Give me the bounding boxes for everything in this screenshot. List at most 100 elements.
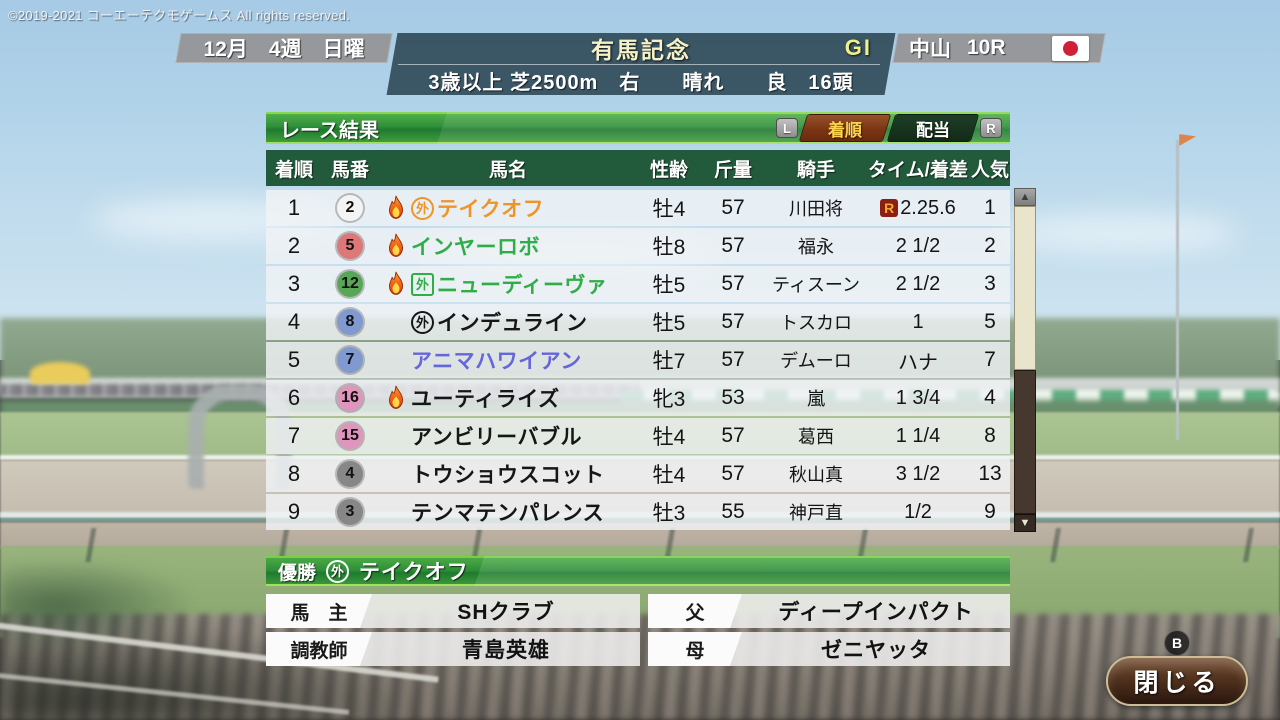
winner-info-label: 母 bbox=[648, 632, 742, 666]
left-bumper-button[interactable]: L bbox=[776, 118, 798, 138]
result-row[interactable]: 6 16 ユーティライズ 牝3 53 嵐 1 3/4 4 bbox=[266, 380, 1010, 416]
date-bar: 12月 4週 日曜 bbox=[175, 33, 393, 63]
time-or-margin: 2 1/2 bbox=[895, 272, 941, 295]
horse-name-cell: アニマハワイアン bbox=[378, 345, 638, 375]
sex-age: 牡4 bbox=[652, 426, 686, 449]
finish-position: 5 bbox=[287, 347, 301, 372]
horse-name: インデュライン bbox=[437, 312, 588, 335]
scroll-up-button[interactable]: ▲ bbox=[1014, 188, 1036, 206]
race-info-bar: 有馬記念 GI 3歳以上 芝2500m 右 晴れ 良 16頭 bbox=[386, 33, 896, 95]
scrollbar-track[interactable] bbox=[1014, 370, 1036, 514]
foreign-horse-marker-icon: 外 bbox=[411, 272, 434, 296]
carried-weight: 57 bbox=[721, 348, 745, 371]
time-or-margin: 2 1/2 bbox=[895, 234, 941, 257]
popularity-rank: 3 bbox=[984, 272, 996, 295]
results-panel-title: レース結果 bbox=[280, 119, 379, 142]
sex-age: 牡5 bbox=[652, 274, 686, 297]
sex-age: 牡4 bbox=[652, 464, 686, 487]
sex-age: 牡5 bbox=[652, 312, 686, 335]
horse-number-cell: 12 bbox=[322, 271, 378, 297]
tab-finish-order[interactable]: 着順 bbox=[800, 115, 890, 141]
col-header-jockey: 騎手 bbox=[796, 159, 835, 181]
popularity-rank: 2 bbox=[984, 234, 996, 257]
time-margin-cell: 2 1/2 bbox=[866, 273, 970, 296]
race-grade: GI bbox=[844, 35, 872, 60]
winner-info-field: 調教師 青島英雄 bbox=[266, 632, 640, 666]
jockey-name: トスカロ bbox=[780, 313, 852, 333]
col-header-position: 着順 bbox=[274, 159, 313, 181]
cloud bbox=[1000, 215, 1240, 251]
time-or-margin: 3 1/2 bbox=[895, 462, 941, 485]
horse-number-badge: 15 bbox=[337, 423, 363, 449]
foreign-horse-marker-icon: 外 bbox=[326, 559, 350, 583]
winner-label: 優勝 bbox=[278, 562, 317, 584]
time-margin-cell: 1 bbox=[866, 311, 970, 334]
results-scrollbar: ▲ ▼ bbox=[1014, 188, 1036, 532]
scrollbar-thumb[interactable] bbox=[1014, 206, 1036, 370]
popularity-rank: 9 bbox=[984, 500, 996, 523]
japan-flag-icon bbox=[1052, 35, 1089, 61]
horse-name: アンビリーバブル bbox=[411, 426, 582, 449]
finish-position: 3 bbox=[287, 271, 301, 296]
hot-condition-flame-icon bbox=[384, 195, 408, 221]
right-bumper-button[interactable]: R bbox=[980, 118, 1002, 138]
race-number: 10R bbox=[967, 36, 1006, 59]
col-header-horse-number: 馬番 bbox=[330, 159, 369, 181]
carried-weight: 57 bbox=[721, 424, 745, 447]
horse-number-cell: 3 bbox=[322, 499, 378, 525]
result-row[interactable]: 2 5 インヤーロボ 牡8 57 福永 2 1/2 2 bbox=[266, 228, 1010, 264]
sex-age: 牡7 bbox=[652, 350, 686, 373]
time-margin-cell: 2 1/2 bbox=[866, 235, 970, 258]
winner-info-value: SHクラブ bbox=[457, 601, 555, 624]
time-margin-cell: 1 1/4 bbox=[866, 425, 970, 448]
tab-payouts[interactable]: 配当 bbox=[888, 115, 978, 141]
results-table-header: 着順 馬番 馬名 性齢 斤量 騎手 タイム/着差 人気 bbox=[266, 150, 1010, 186]
result-row[interactable]: 3 12 外ニューディーヴァ 牡5 57 ティスーン 2 1/2 3 bbox=[266, 266, 1010, 302]
sex-age: 牡3 bbox=[652, 502, 686, 525]
result-row[interactable]: 5 7 アニマハワイアン 牡7 57 デムーロ ハナ 7 bbox=[266, 342, 1010, 378]
close-button[interactable]: 閉じる bbox=[1106, 656, 1248, 706]
horse-number-badge: 8 bbox=[337, 309, 363, 335]
horse-number-badge: 16 bbox=[337, 385, 363, 411]
horse-number-cell: 5 bbox=[322, 233, 378, 259]
finish-position: 6 bbox=[287, 385, 301, 410]
winner-info-value: ディープインパクト bbox=[778, 601, 974, 624]
col-header-popularity: 人気 bbox=[970, 159, 1009, 181]
sex-age: 牡4 bbox=[652, 198, 686, 221]
winner-info-value: 青島英雄 bbox=[462, 639, 550, 662]
horse-name-cell: 外ニューディーヴァ bbox=[378, 269, 638, 299]
time-or-margin: 1 bbox=[912, 310, 924, 333]
popularity-rank: 13 bbox=[978, 462, 1002, 485]
time-or-margin: 1/2 bbox=[904, 500, 932, 523]
popularity-rank: 5 bbox=[984, 310, 996, 333]
yellow-umbrella bbox=[30, 362, 90, 384]
winner-info-value: ゼニヤッタ bbox=[821, 639, 931, 662]
finish-position: 4 bbox=[287, 309, 301, 334]
winner-bar: 優勝 外 テイクオフ bbox=[266, 556, 1010, 586]
race-name: 有馬記念 bbox=[591, 37, 691, 63]
results-table-body: 1 2 外テイクオフ 牡4 57 川田将 R 2.25.6 1 2 5 インヤーロボ 牡8 57 福永 2 1… bbox=[266, 190, 1010, 530]
result-row[interactable]: 4 8 外インデュライン 牡5 57 トスカロ 1 5 bbox=[266, 304, 1010, 340]
result-row[interactable]: 1 2 外テイクオフ 牡4 57 川田将 R 2.25.6 1 bbox=[266, 190, 1010, 226]
horse-number-badge: 2 bbox=[337, 195, 363, 221]
time-margin-cell: 1/2 bbox=[866, 501, 970, 524]
race-conditions: 3歳以上 芝2500m 右 晴れ 良 16頭 bbox=[428, 71, 854, 94]
jockey-name: デムーロ bbox=[780, 351, 852, 371]
winner-info-field: 父 ディープインパクト bbox=[648, 594, 1010, 628]
horse-number-cell: 7 bbox=[322, 347, 378, 373]
horse-number-badge: 5 bbox=[337, 233, 363, 259]
time-margin-cell: 3 1/2 bbox=[866, 463, 970, 486]
horse-number-badge: 12 bbox=[337, 271, 363, 297]
winner-info-label: 父 bbox=[648, 594, 742, 628]
result-row[interactable]: 9 3 テンマテンパレンス 牡3 55 神戸直 1/2 9 bbox=[266, 494, 1010, 530]
popularity-rank: 7 bbox=[984, 348, 996, 371]
tab-label: 配当 bbox=[916, 120, 950, 140]
result-row[interactable]: 8 4 トウショウスコット 牡4 57 秋山真 3 1/2 13 bbox=[266, 456, 1010, 492]
result-row[interactable]: 7 15 アンビリーバブル 牡4 57 葛西 1 1/4 8 bbox=[266, 418, 1010, 454]
scroll-down-button[interactable]: ▼ bbox=[1014, 514, 1036, 532]
carried-weight: 57 bbox=[721, 196, 745, 219]
jockey-name: 川田将 bbox=[789, 199, 843, 219]
winner-info-grid: 馬 主 SHクラブ 父 ディープインパクト 調教師 青島英雄 母 ゼニヤッタ bbox=[266, 594, 1010, 666]
horse-name-cell: テンマテンパレンス bbox=[378, 497, 638, 527]
horse-name-cell: インヤーロボ bbox=[378, 231, 638, 261]
